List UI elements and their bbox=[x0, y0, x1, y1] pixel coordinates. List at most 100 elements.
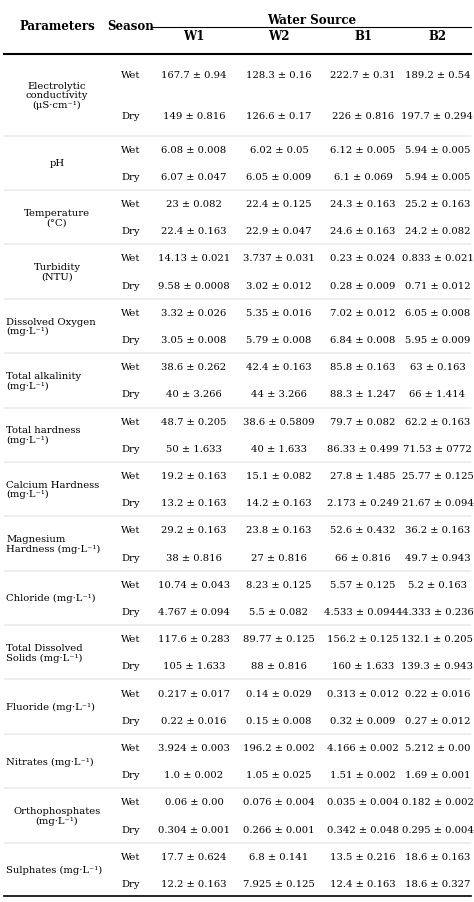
Text: 126.6 ± 0.17: 126.6 ± 0.17 bbox=[246, 112, 312, 121]
Text: Dry: Dry bbox=[122, 172, 140, 181]
Text: 52.6 ± 0.432: 52.6 ± 0.432 bbox=[330, 526, 396, 535]
Text: 7.02 ± 0.012: 7.02 ± 0.012 bbox=[330, 308, 396, 318]
Text: 0.342 ± 0.048: 0.342 ± 0.048 bbox=[327, 824, 399, 833]
Text: 22.4 ± 0.163: 22.4 ± 0.163 bbox=[161, 227, 227, 236]
Text: 38 ± 0.816: 38 ± 0.816 bbox=[166, 553, 222, 562]
Text: 24.6 ± 0.163: 24.6 ± 0.163 bbox=[330, 227, 396, 236]
Text: 85.8 ± 0.163: 85.8 ± 0.163 bbox=[330, 363, 396, 372]
Text: 196.2 ± 0.002: 196.2 ± 0.002 bbox=[243, 743, 315, 752]
Text: 5.2 ± 0.163: 5.2 ± 0.163 bbox=[408, 580, 467, 589]
Text: Wet: Wet bbox=[121, 363, 141, 372]
Text: 23.8 ± 0.163: 23.8 ± 0.163 bbox=[246, 526, 312, 535]
Text: 24.2 ± 0.082: 24.2 ± 0.082 bbox=[405, 227, 470, 236]
Text: Wet: Wet bbox=[121, 145, 141, 154]
Text: 9.58 ± 0.0008: 9.58 ± 0.0008 bbox=[158, 281, 230, 290]
Text: 197.7 ± 0.294: 197.7 ± 0.294 bbox=[401, 112, 474, 121]
Text: 36.2 ± 0.163: 36.2 ± 0.163 bbox=[405, 526, 470, 535]
Text: 4.767 ± 0.094: 4.767 ± 0.094 bbox=[158, 607, 230, 616]
Text: 66 ± 0.816: 66 ± 0.816 bbox=[335, 553, 391, 562]
Text: 49.7 ± 0.943: 49.7 ± 0.943 bbox=[405, 553, 470, 562]
Text: 1.51 ± 0.002: 1.51 ± 0.002 bbox=[330, 770, 396, 779]
Text: 117.6 ± 0.283: 117.6 ± 0.283 bbox=[158, 634, 230, 643]
Text: Wet: Wet bbox=[121, 71, 141, 79]
Text: 0.182 ± 0.002: 0.182 ± 0.002 bbox=[401, 797, 474, 806]
Text: 132.1 ± 0.205: 132.1 ± 0.205 bbox=[401, 634, 474, 643]
Text: 6.84 ± 0.008: 6.84 ± 0.008 bbox=[330, 336, 396, 345]
Text: (mg·L⁻¹): (mg·L⁻¹) bbox=[36, 815, 78, 824]
Text: 226 ± 0.816: 226 ± 0.816 bbox=[332, 112, 394, 121]
Text: 12.4 ± 0.163: 12.4 ± 0.163 bbox=[330, 879, 396, 888]
Text: 29.2 ± 0.163: 29.2 ± 0.163 bbox=[161, 526, 227, 535]
Text: Wet: Wet bbox=[121, 200, 141, 209]
Text: 79.7 ± 0.082: 79.7 ± 0.082 bbox=[330, 417, 396, 426]
Text: 0.295 ± 0.004: 0.295 ± 0.004 bbox=[401, 824, 474, 833]
Text: 6.02 ± 0.05: 6.02 ± 0.05 bbox=[250, 145, 309, 154]
Text: 5.94 ± 0.005: 5.94 ± 0.005 bbox=[405, 145, 470, 154]
Text: Orthophosphates: Orthophosphates bbox=[13, 806, 100, 815]
Text: 8.23 ± 0.125: 8.23 ± 0.125 bbox=[246, 580, 312, 589]
Text: pH: pH bbox=[49, 159, 64, 168]
Text: 3.32 ± 0.026: 3.32 ± 0.026 bbox=[161, 308, 227, 318]
Text: 5.95 ± 0.009: 5.95 ± 0.009 bbox=[405, 336, 470, 345]
Text: 1.0 ± 0.002: 1.0 ± 0.002 bbox=[164, 770, 224, 779]
Text: 40 ± 3.266: 40 ± 3.266 bbox=[166, 390, 222, 399]
Text: Dry: Dry bbox=[122, 281, 140, 290]
Text: 50 ± 1.633: 50 ± 1.633 bbox=[166, 445, 222, 454]
Text: 3.737 ± 0.031: 3.737 ± 0.031 bbox=[243, 254, 315, 263]
Text: Nitrates (mg·L⁻¹): Nitrates (mg·L⁻¹) bbox=[6, 757, 94, 766]
Text: Wet: Wet bbox=[121, 580, 141, 589]
Text: 38.6 ± 0.5809: 38.6 ± 0.5809 bbox=[243, 417, 315, 426]
Text: 21.67 ± 0.094: 21.67 ± 0.094 bbox=[401, 499, 474, 508]
Text: 167.7 ± 0.94: 167.7 ± 0.94 bbox=[161, 71, 227, 79]
Text: 0.71 ± 0.012: 0.71 ± 0.012 bbox=[405, 281, 470, 290]
Text: 44 ± 3.266: 44 ± 3.266 bbox=[251, 390, 307, 399]
Text: 0.27 ± 0.012: 0.27 ± 0.012 bbox=[405, 716, 470, 725]
Text: 13.2 ± 0.163: 13.2 ± 0.163 bbox=[161, 499, 227, 508]
Text: Dry: Dry bbox=[122, 662, 140, 670]
Text: 14.2 ± 0.163: 14.2 ± 0.163 bbox=[246, 499, 312, 508]
Text: 128.3 ± 0.16: 128.3 ± 0.16 bbox=[246, 71, 312, 79]
Text: 7.925 ± 0.125: 7.925 ± 0.125 bbox=[243, 879, 315, 888]
Text: 12.2 ± 0.163: 12.2 ± 0.163 bbox=[161, 879, 227, 888]
Text: 25.77 ± 0.125: 25.77 ± 0.125 bbox=[401, 472, 474, 481]
Text: 63 ± 0.163: 63 ± 0.163 bbox=[410, 363, 465, 372]
Text: 0.22 ± 0.016: 0.22 ± 0.016 bbox=[405, 689, 470, 698]
Text: Dry: Dry bbox=[122, 824, 140, 833]
Text: Wet: Wet bbox=[121, 308, 141, 318]
Text: 40 ± 1.633: 40 ± 1.633 bbox=[251, 445, 307, 454]
Text: W2: W2 bbox=[268, 30, 290, 43]
Text: 0.32 ± 0.009: 0.32 ± 0.009 bbox=[330, 716, 396, 725]
Text: 1.05 ± 0.025: 1.05 ± 0.025 bbox=[246, 770, 312, 779]
Text: 3.924 ± 0.003: 3.924 ± 0.003 bbox=[158, 743, 230, 752]
Text: 6.08 ± 0.008: 6.08 ± 0.008 bbox=[161, 145, 227, 154]
Text: Total Dissolved: Total Dissolved bbox=[6, 643, 82, 652]
Text: Wet: Wet bbox=[121, 634, 141, 643]
Text: Electrolytic: Electrolytic bbox=[28, 82, 86, 91]
Text: (mg·L⁻¹): (mg·L⁻¹) bbox=[6, 436, 49, 445]
Text: 189.2 ± 0.54: 189.2 ± 0.54 bbox=[405, 71, 470, 79]
Text: 18.6 ± 0.327: 18.6 ± 0.327 bbox=[405, 879, 470, 888]
Text: 149 ± 0.816: 149 ± 0.816 bbox=[163, 112, 225, 121]
Text: Season: Season bbox=[108, 20, 155, 33]
Text: (NTU): (NTU) bbox=[41, 272, 73, 281]
Text: Turbidity: Turbidity bbox=[34, 263, 81, 272]
Text: 86.33 ± 0.499: 86.33 ± 0.499 bbox=[327, 445, 399, 454]
Text: 62.2 ± 0.163: 62.2 ± 0.163 bbox=[405, 417, 470, 426]
Text: 5.94 ± 0.005: 5.94 ± 0.005 bbox=[405, 172, 470, 181]
Text: 19.2 ± 0.163: 19.2 ± 0.163 bbox=[161, 472, 227, 481]
Text: 6.05 ± 0.009: 6.05 ± 0.009 bbox=[246, 172, 311, 181]
Text: Wet: Wet bbox=[121, 526, 141, 535]
Text: Dry: Dry bbox=[122, 716, 140, 725]
Text: Parameters: Parameters bbox=[19, 20, 95, 33]
Text: W1: W1 bbox=[183, 30, 205, 43]
Text: 24.3 ± 0.163: 24.3 ± 0.163 bbox=[330, 200, 396, 209]
Text: 6.05 ± 0.008: 6.05 ± 0.008 bbox=[405, 308, 470, 318]
Text: 66 ± 1.414: 66 ± 1.414 bbox=[410, 390, 465, 399]
Text: Wet: Wet bbox=[121, 851, 141, 861]
Text: 23 ± 0.082: 23 ± 0.082 bbox=[166, 200, 222, 209]
Text: 10.74 ± 0.043: 10.74 ± 0.043 bbox=[158, 580, 230, 589]
Text: 3.02 ± 0.012: 3.02 ± 0.012 bbox=[246, 281, 312, 290]
Text: Wet: Wet bbox=[121, 254, 141, 263]
Text: 88.3 ± 1.247: 88.3 ± 1.247 bbox=[330, 390, 396, 399]
Text: Total hardness: Total hardness bbox=[6, 426, 81, 435]
